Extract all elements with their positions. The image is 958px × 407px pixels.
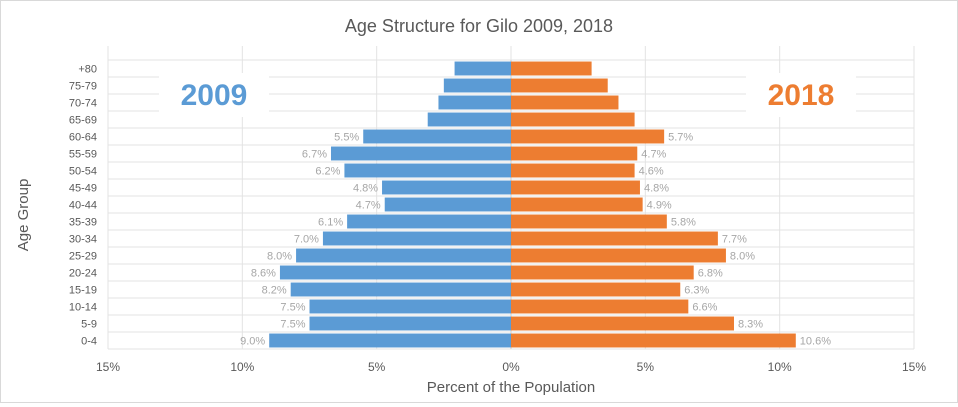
- y-tick-label: +80: [78, 64, 97, 76]
- x-tick-label: 5%: [368, 360, 386, 374]
- bar-2009-75-79: [443, 78, 511, 93]
- y-axis-label: Age Group: [15, 179, 32, 252]
- bar-2009-65-69: [427, 112, 511, 127]
- series-label-bg: [746, 73, 856, 117]
- bar-2009-55-59: [330, 146, 511, 161]
- x-tick-label: 10%: [768, 360, 792, 374]
- data-label: 8.0%: [267, 251, 292, 263]
- bar-2018-60-64: [511, 129, 665, 144]
- data-label: 5.5%: [334, 132, 359, 144]
- bar-2009-70-74: [438, 95, 511, 110]
- y-tick-label: 10-14: [69, 302, 97, 314]
- y-tick-label: 15-19: [69, 285, 97, 297]
- data-label: 7.7%: [722, 234, 747, 246]
- data-label: 4.7%: [641, 149, 666, 161]
- y-tick-label: 75-79: [69, 81, 97, 93]
- data-label: 6.3%: [684, 285, 709, 297]
- data-label: 9.0%: [240, 336, 265, 348]
- bar-2009-0-4: [269, 333, 511, 348]
- y-tick-label: 60-64: [69, 132, 97, 144]
- x-tick-labels: 15% 10% 5% 0% 5% 10% 15%: [96, 360, 926, 374]
- data-label: 8.0%: [730, 251, 755, 263]
- data-label: 7.0%: [294, 234, 319, 246]
- data-label: 7.5%: [280, 319, 305, 331]
- data-label: 6.7%: [302, 149, 327, 161]
- chart-title: Age Structure for Gilo 2009, 2018: [345, 16, 613, 36]
- bar-2009-25-29: [296, 248, 511, 263]
- x-tick-label: 5%: [637, 360, 655, 374]
- bar-2018-55-59: [511, 146, 638, 161]
- x-tick-label: 10%: [230, 360, 254, 374]
- y-tick-label: 25-29: [69, 251, 97, 263]
- y-tick-label: 50-54: [69, 166, 97, 178]
- y-tick-label: 0-4: [81, 336, 97, 348]
- y-tick-label: 5-9: [81, 319, 97, 331]
- bar-2018-35-39: [511, 214, 667, 229]
- data-label: 7.5%: [280, 302, 305, 314]
- bar-2009-+80: [454, 61, 511, 76]
- data-label: 6.2%: [315, 166, 340, 178]
- series-label-2009: 2009: [181, 79, 248, 112]
- bar-2009-20-24: [279, 265, 511, 280]
- bar-2018-40-44: [511, 197, 643, 212]
- bar-2018-30-34: [511, 231, 718, 246]
- bar-2018-25-29: [511, 248, 726, 263]
- bar-2009-10-14: [309, 299, 511, 314]
- bar-2009-60-64: [363, 129, 511, 144]
- x-axis-label: Percent of the Population: [427, 379, 595, 396]
- y-tick-label: 40-44: [69, 200, 97, 212]
- data-label: 8.3%: [738, 319, 763, 331]
- bar-2018-10-14: [511, 299, 689, 314]
- bar-2009-35-39: [347, 214, 511, 229]
- x-tick-label: 15%: [902, 360, 926, 374]
- bar-2018-70-74: [511, 95, 619, 110]
- bar-2018-65-69: [511, 112, 635, 127]
- bar-2018-50-54: [511, 163, 635, 178]
- data-label: 4.6%: [639, 166, 664, 178]
- bar-2009-50-54: [344, 163, 511, 178]
- series-labels: 2009 2018: [159, 73, 856, 117]
- bar-2009-15-19: [290, 282, 511, 297]
- bar-2018-5-9: [511, 316, 734, 331]
- data-label: 4.8%: [644, 183, 669, 195]
- value-labels: 9.0%7.5%7.5%8.2%8.6%8.0%7.0%6.1%4.7%4.8%…: [240, 132, 831, 348]
- bar-2009-40-44: [384, 197, 511, 212]
- y-tick-label: 70-74: [69, 98, 97, 110]
- bar-2009-45-49: [382, 180, 511, 195]
- data-label: 8.6%: [251, 268, 276, 280]
- bar-2018-45-49: [511, 180, 640, 195]
- series-label-bg: [159, 73, 269, 117]
- data-label: 4.8%: [353, 183, 378, 195]
- bar-2018-+80: [511, 61, 592, 76]
- bar-2018-75-79: [511, 78, 608, 93]
- data-label: 4.7%: [356, 200, 381, 212]
- bar-2009-30-34: [322, 231, 511, 246]
- data-label: 5.7%: [668, 132, 693, 144]
- bar-2018-0-4: [511, 333, 796, 348]
- y-tick-labels: 0-4 5-9 10-14 15-19 20-24 25-29 30-34 35-39 40-4…: [69, 64, 97, 348]
- grid-lines: [107, 46, 915, 350]
- data-label: 6.8%: [698, 268, 723, 280]
- x-tick-label: 15%: [96, 360, 120, 374]
- y-tick-label: 65-69: [69, 115, 97, 127]
- bar-2018-15-19: [511, 282, 681, 297]
- data-label: 5.8%: [671, 217, 696, 229]
- y-tick-label: 35-39: [69, 217, 97, 229]
- y-tick-label: 45-49: [69, 183, 97, 195]
- y-tick-label: 55-59: [69, 149, 97, 161]
- x-tick-label: 0%: [502, 360, 520, 374]
- data-label: 4.9%: [647, 200, 672, 212]
- data-label: 6.6%: [692, 302, 717, 314]
- bar-2009-5-9: [309, 316, 511, 331]
- data-label: 6.1%: [318, 217, 343, 229]
- y-tick-label: 30-34: [69, 234, 97, 246]
- series-label-2018: 2018: [768, 79, 835, 112]
- bar-2018-20-24: [511, 265, 694, 280]
- bars: [269, 61, 796, 348]
- data-label: 10.6%: [800, 336, 831, 348]
- y-tick-label: 20-24: [69, 268, 97, 280]
- data-label: 8.2%: [262, 285, 287, 297]
